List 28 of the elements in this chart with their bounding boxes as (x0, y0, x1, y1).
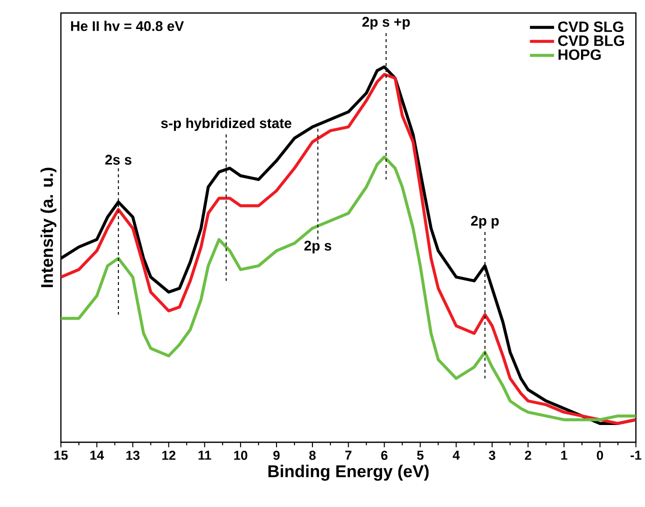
x-tick-label: 2 (524, 450, 532, 460)
x-tick-label: 11 (198, 450, 212, 460)
legend-label: HOPG (558, 49, 601, 60)
annotation: 2p s +p (362, 16, 410, 30)
x-tick-label: 6 (381, 450, 388, 460)
x-tick-label: 13 (126, 450, 140, 460)
x-tick-label: 4 (452, 450, 460, 460)
x-axis-title: Binding Energy (eV) (268, 464, 429, 481)
x-tick-label: 5 (417, 450, 424, 460)
x-tick-label: 1 (561, 450, 568, 460)
x-tick-label: 7 (345, 450, 352, 460)
x-tick-label: 9 (273, 450, 280, 460)
x-tick-label: 3 (488, 450, 496, 460)
x-tick-label: 0 (596, 450, 604, 460)
x-tick-label: 12 (162, 450, 176, 460)
x-tick-label: 15 (54, 450, 68, 460)
legend-label: CVD SLG (558, 21, 624, 32)
x-tick-label: 10 (234, 450, 248, 460)
annotation: s-p hybridized state (161, 118, 292, 131)
x-tick-label: 14 (90, 450, 104, 460)
legend-label: CVD BLG (558, 35, 624, 46)
x-tick-label: -1 (630, 450, 642, 460)
text: He II hv = 40.8 eV (71, 20, 184, 32)
x-tick-label: 8 (309, 450, 316, 460)
annotation: 2p s (304, 240, 332, 254)
annotation: 2p p (471, 216, 499, 228)
y-axis-title: Intensity (a. u.) (40, 168, 56, 288)
annotation: 2s s (105, 154, 132, 165)
